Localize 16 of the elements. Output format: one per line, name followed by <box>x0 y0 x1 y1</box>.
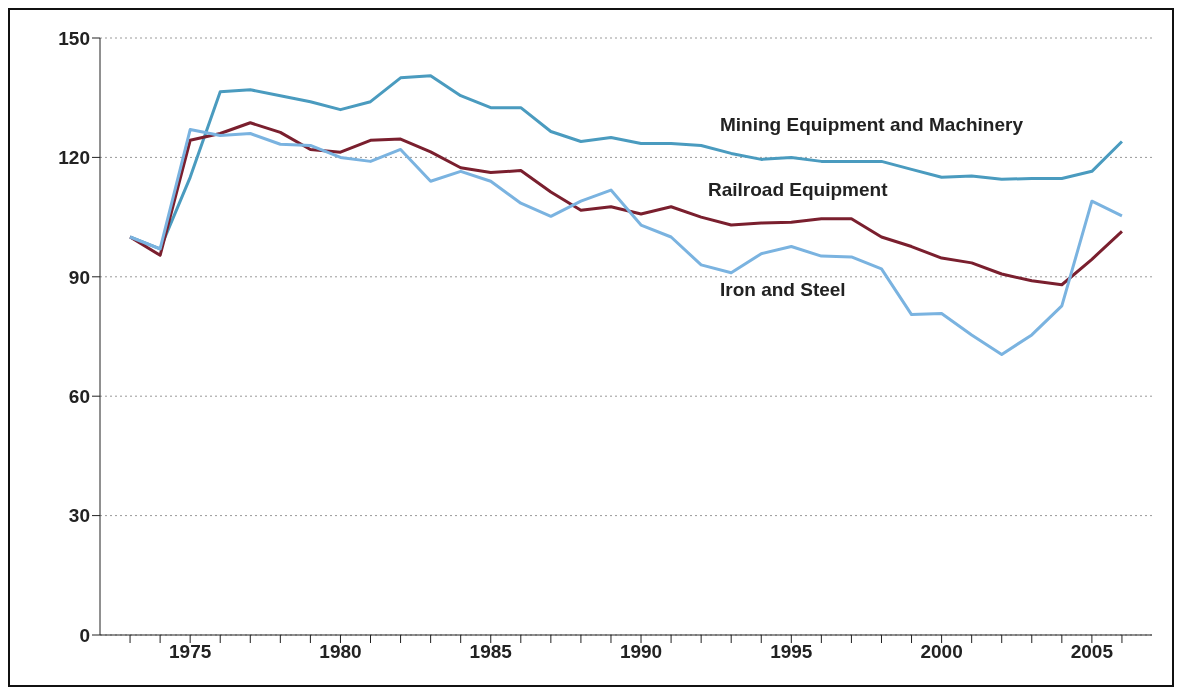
y-tick-label: 30 <box>68 505 90 527</box>
series-label: Iron and Steel <box>720 279 846 300</box>
x-tick-label: 1975 <box>169 641 212 663</box>
y-tick-label: 120 <box>58 147 90 169</box>
x-tick-label: 1990 <box>619 641 663 663</box>
series-label: Railroad Equipment <box>708 179 889 200</box>
y-tick-label: 60 <box>68 385 90 407</box>
x-tick-label: 1980 <box>319 641 362 663</box>
y-tick-label: 0 <box>79 624 90 646</box>
y-tick-label: 90 <box>68 266 90 288</box>
series-label: Mining Equipment and Machinery <box>720 114 1024 135</box>
x-tick-label: 2005 <box>1070 641 1114 663</box>
x-tick-label: 1985 <box>469 641 513 663</box>
x-tick-label: 2000 <box>920 641 963 663</box>
y-tick-label: 150 <box>58 27 90 49</box>
x-tick-label: 1995 <box>770 641 813 663</box>
